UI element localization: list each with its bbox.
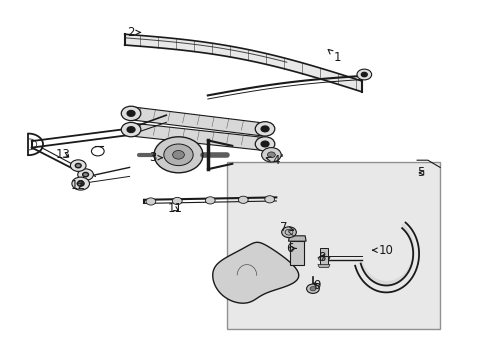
Circle shape: [121, 122, 141, 137]
Circle shape: [261, 148, 281, 162]
Circle shape: [306, 284, 319, 293]
Circle shape: [121, 106, 141, 121]
Circle shape: [281, 227, 296, 238]
Circle shape: [255, 122, 274, 136]
Text: 2: 2: [127, 26, 141, 39]
Polygon shape: [130, 123, 265, 150]
Polygon shape: [212, 242, 298, 303]
Circle shape: [91, 147, 104, 156]
Circle shape: [70, 160, 86, 171]
Circle shape: [361, 72, 366, 77]
Circle shape: [172, 150, 184, 159]
Circle shape: [309, 287, 315, 291]
Text: 11: 11: [167, 202, 182, 215]
Text: 12: 12: [71, 179, 85, 192]
Circle shape: [163, 144, 193, 166]
Bar: [227, 162, 439, 329]
Circle shape: [154, 137, 203, 173]
Text: 7: 7: [279, 221, 293, 234]
Circle shape: [127, 127, 135, 132]
Text: 3: 3: [149, 151, 162, 164]
Polygon shape: [130, 107, 265, 136]
Circle shape: [261, 141, 268, 147]
Polygon shape: [288, 236, 305, 241]
Circle shape: [77, 181, 84, 186]
Circle shape: [264, 196, 274, 203]
Text: 9: 9: [312, 279, 320, 292]
Circle shape: [267, 152, 275, 158]
Circle shape: [356, 69, 371, 80]
Circle shape: [82, 172, 88, 177]
Circle shape: [172, 197, 182, 204]
Text: 1: 1: [327, 49, 341, 64]
Text: 6: 6: [285, 242, 295, 255]
Polygon shape: [320, 248, 327, 257]
Circle shape: [255, 137, 274, 151]
Text: 8: 8: [317, 251, 325, 264]
Circle shape: [127, 111, 135, 116]
Polygon shape: [320, 256, 327, 265]
Text: 5: 5: [416, 166, 424, 179]
Circle shape: [146, 198, 155, 205]
Polygon shape: [317, 265, 329, 267]
Polygon shape: [317, 257, 329, 260]
Circle shape: [78, 169, 93, 180]
Circle shape: [72, 177, 89, 190]
Circle shape: [261, 126, 268, 132]
Text: 4: 4: [265, 154, 280, 167]
Circle shape: [205, 197, 215, 204]
Circle shape: [238, 196, 247, 203]
Circle shape: [75, 163, 81, 168]
Text: 10: 10: [372, 244, 393, 257]
Polygon shape: [290, 241, 304, 265]
Text: 13: 13: [56, 148, 71, 161]
